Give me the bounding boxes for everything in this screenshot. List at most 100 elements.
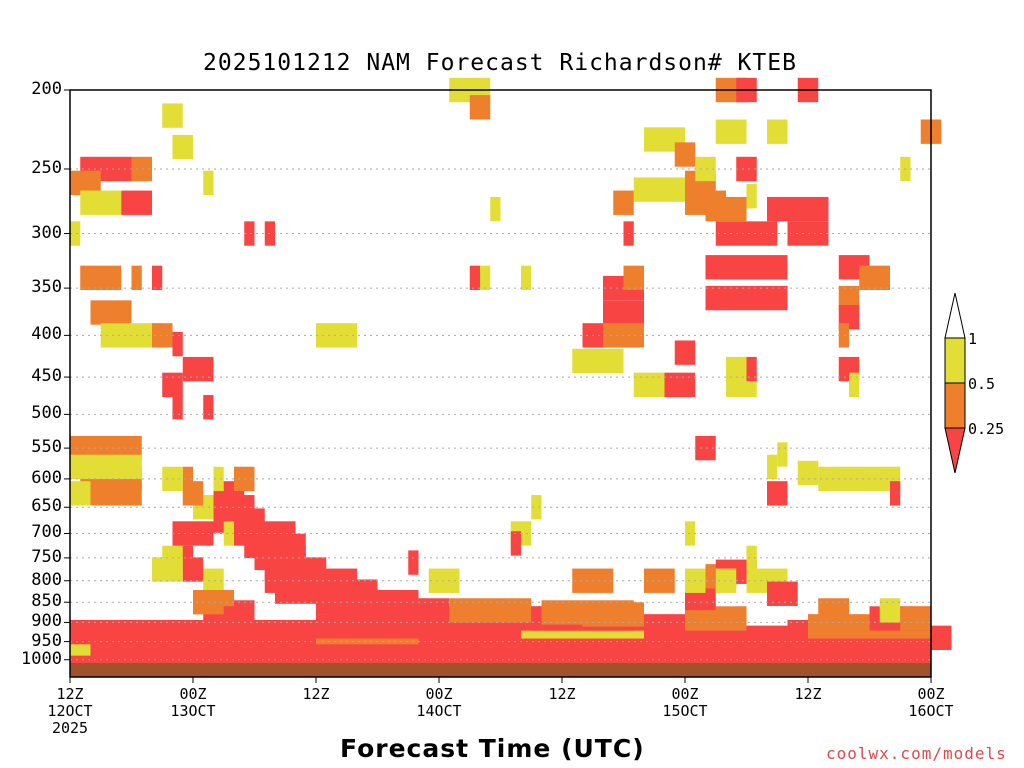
- x-tick-line: [891, 720, 971, 737]
- x-tick-line: 00Z: [671, 685, 699, 703]
- x-tick-line: [645, 720, 725, 737]
- heatmap-cell: [859, 265, 890, 291]
- heatmap-cell: [890, 481, 901, 506]
- x-tick-line: 12OCT: [47, 702, 93, 720]
- heatmap-cell: [726, 356, 747, 382]
- ground-band: [70, 663, 931, 677]
- x-axis-label: Forecast Time (UTC): [340, 734, 645, 763]
- heatmap-cell: [490, 196, 501, 222]
- x-tick-label: 12Z: [276, 686, 356, 737]
- x-tick-line: 14OCT: [416, 702, 462, 720]
- heatmap-cells: [70, 77, 952, 672]
- heatmap-cell: [408, 550, 419, 575]
- heatmap-cell: [685, 521, 696, 546]
- x-tick-line: 13OCT: [170, 702, 216, 720]
- colorbar-triangle-top: [944, 292, 966, 339]
- x-tick-line: [768, 703, 848, 720]
- y-tick-label: 1000: [21, 648, 62, 669]
- y-tick-label: 450: [31, 366, 62, 387]
- x-tick-line: 00Z: [917, 685, 945, 703]
- heatmap-cell: [172, 331, 183, 357]
- x-tick-line: 12Z: [548, 685, 576, 703]
- heatmap-cell: [152, 265, 163, 291]
- y-tick-label: 750: [31, 546, 62, 567]
- heatmap-cell: [70, 221, 81, 246]
- heatmap-cell: [767, 454, 778, 480]
- y-tick-label: 350: [31, 277, 62, 298]
- heatmap-cell: [90, 481, 142, 506]
- heatmap-cell: [613, 190, 634, 215]
- heatmap-cell: [469, 95, 491, 120]
- heatmap-cell: [715, 119, 747, 144]
- heatmap-cell: [244, 221, 255, 246]
- x-tick-label: 00Z 15OCT: [645, 686, 725, 737]
- heatmap-cell: [838, 285, 860, 311]
- y-tick-label: 400: [31, 324, 62, 345]
- y-tick-label: 650: [31, 496, 62, 517]
- heatmap-cell: [203, 568, 224, 593]
- heatmap-cell: [695, 435, 716, 461]
- heatmap-cell: [70, 454, 142, 480]
- colorbar: [944, 292, 966, 474]
- heatmap-cell: [685, 190, 726, 215]
- heatmap-cell: [521, 265, 532, 291]
- colorbar-label-025: 0.25: [968, 420, 1005, 438]
- heatmap-cell: [162, 372, 183, 398]
- colorbar-orange: [944, 382, 966, 429]
- heatmap-cell: [531, 495, 542, 520]
- heatmap-cell: [767, 581, 798, 606]
- x-tick-line: 2025: [51, 719, 89, 737]
- heatmap-cell: [152, 557, 183, 582]
- x-tick-label: 12Z: [522, 686, 602, 737]
- y-tick-label: 250: [31, 157, 62, 178]
- heatmap-cell: [797, 460, 819, 486]
- heatmap-cell: [572, 348, 624, 374]
- x-tick-line: 00Z: [425, 685, 453, 703]
- heatmap-cell: [777, 442, 788, 467]
- y-tick-label: 300: [31, 222, 62, 243]
- heatmap-cell: [623, 265, 644, 291]
- x-tick-label: 12Z: [768, 686, 848, 737]
- heatmap-cell: [746, 184, 757, 209]
- heatmap-cell: [182, 557, 204, 582]
- heatmap-cell: [767, 119, 788, 144]
- heatmap-cell: [80, 265, 122, 291]
- heatmap-cell: [705, 285, 788, 311]
- heatmap-cell: [70, 619, 316, 645]
- heatmap-cell: [582, 602, 644, 627]
- colorbar-label-05: 0.5: [968, 375, 996, 393]
- heatmap-cell: [172, 134, 193, 160]
- colorbar-yellow: [944, 337, 966, 384]
- heatmap-cell: [746, 356, 757, 382]
- heatmap-cell: [633, 372, 665, 398]
- y-tick-label: 900: [31, 611, 62, 632]
- heatmap-cell: [736, 156, 757, 182]
- colorbar-label-1: 1: [968, 330, 978, 348]
- x-tick-line: 16OCT: [908, 702, 954, 720]
- heatmap-cell: [767, 481, 788, 506]
- heatmap-cell: [469, 265, 480, 291]
- heatmap-cell: [131, 156, 152, 182]
- y-tick-label: 950: [31, 630, 62, 651]
- heatmap-cell: [70, 481, 91, 506]
- plot-frame: [69, 89, 932, 678]
- y-tick-label: 700: [31, 522, 62, 543]
- x-tick-label: 00Z 14OCT: [399, 686, 479, 737]
- heatmap-cell: [480, 265, 491, 291]
- heatmap-cell: [664, 372, 696, 398]
- heatmap-cell: [705, 255, 788, 280]
- axis-ticks: [64, 89, 932, 683]
- x-tick-label: 12Z 12OCT 2025: [30, 686, 110, 737]
- heatmap-cell: [172, 395, 183, 420]
- heatmap-cell: [767, 196, 829, 222]
- x-tick-line: 15OCT: [662, 702, 708, 720]
- heatmap-cell: [203, 395, 214, 420]
- x-tick-label: 00Z 16OCT: [891, 686, 971, 737]
- y-tick-label: 800: [31, 569, 62, 590]
- x-tick-line: [276, 703, 356, 720]
- heatmap-cell: [674, 142, 696, 167]
- x-tick-line: 12Z: [794, 685, 822, 703]
- heatmap-cell: [162, 103, 183, 128]
- heatmap-cell: [203, 170, 214, 196]
- y-tick-label: 600: [31, 467, 62, 488]
